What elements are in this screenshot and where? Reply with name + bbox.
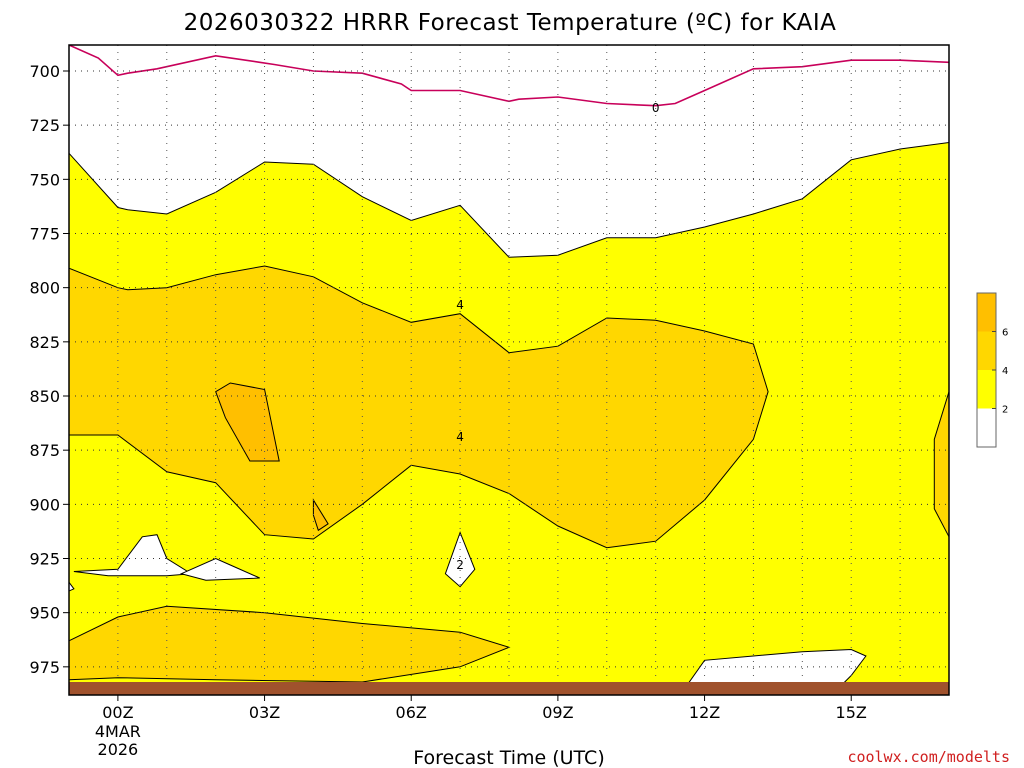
x-tick-label: 00Z (102, 703, 133, 722)
x-tick-label: 15Z (836, 703, 867, 722)
region-6-8 (215, 382, 280, 462)
legend-swatch (977, 331, 996, 370)
cold-pocket (179, 557, 260, 581)
y-tick-label: 850 (29, 387, 60, 406)
cold-pocket (69, 581, 75, 592)
color-legend: 6 4 2 (976, 292, 1008, 448)
terrain-ground (69, 682, 949, 695)
contour-label: 4 (456, 430, 464, 444)
y-tick-label: 925 (29, 550, 60, 569)
contour-label: 2 (456, 558, 464, 572)
cold-pocket (444, 531, 476, 588)
plot-frame (68, 44, 950, 696)
legend-label: 4 (1002, 366, 1008, 377)
legend-swatch (977, 408, 996, 447)
x-tick-label: 09Z (542, 703, 573, 722)
legend-swatch (977, 370, 996, 409)
legend-label: 2 (1002, 405, 1008, 416)
y-tick-label: 800 (29, 279, 60, 298)
contour-label: 0 (652, 101, 660, 115)
x-tick-label: 12Z (689, 703, 720, 722)
x-tick-label: 06Z (396, 703, 427, 722)
y-tick-label: 700 (29, 62, 60, 81)
region-6-8-small (312, 498, 329, 532)
y-tick-label: 975 (29, 658, 60, 677)
credit-text: coolwx.com/modelts (847, 748, 1010, 766)
y-tick-label: 950 (29, 604, 60, 623)
zero-isotherm-line (69, 45, 949, 107)
chart-title: 2026030322 HRRR Forecast Temperature (ºC… (184, 10, 837, 36)
y-tick-label: 725 (29, 116, 60, 135)
fill-layer (69, 45, 949, 695)
contour-line-layer (69, 45, 949, 107)
plot-area: 0 4 4 2 (69, 45, 949, 695)
x-axis-label: Forecast Time (UTC) (413, 747, 604, 768)
cold-pocket (73, 534, 193, 577)
legend-swatch (977, 293, 996, 332)
y-axis: 700 725 750 775 800 825 850 875 900 925 950 975 (29, 62, 69, 677)
legend-label: 6 (1002, 328, 1008, 339)
x-tick-sublabel: 4MAR (95, 722, 141, 741)
x-tick-sublabel: 2026 (98, 740, 139, 759)
contour-label-layer: 0 4 4 2 (456, 101, 659, 572)
y-tick-label: 825 (29, 333, 60, 352)
y-tick-label: 875 (29, 441, 60, 460)
y-tick-label: 775 (29, 225, 60, 244)
y-tick-label: 750 (29, 170, 60, 189)
x-tick-label: 03Z (249, 703, 280, 722)
region-4-6 (69, 265, 769, 549)
y-tick-label: 900 (29, 495, 60, 514)
region-4-6-right (933, 391, 949, 538)
terrain-layer (69, 682, 949, 695)
contour-label: 4 (456, 298, 464, 312)
